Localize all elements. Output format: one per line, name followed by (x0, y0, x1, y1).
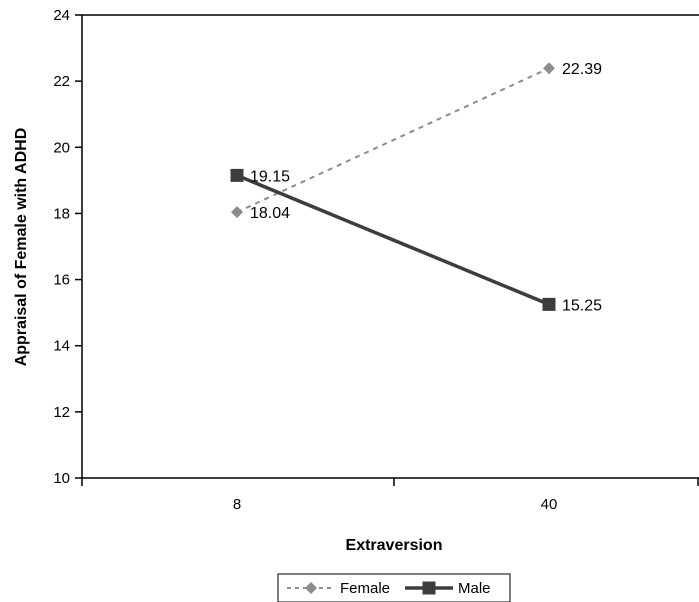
data-label: 18.04 (250, 205, 290, 222)
x-tick-label: 40 (541, 496, 558, 513)
series-female: 18.04 22.39 (231, 61, 602, 222)
y-tick-label: 16 (53, 272, 70, 289)
y-tick-label: 20 (53, 139, 70, 156)
x-axis: 8 40 (82, 478, 699, 513)
legend-label: Female (340, 580, 390, 597)
legend: Female Male (278, 574, 510, 602)
legend-label: Male (458, 580, 491, 597)
data-label: 15.25 (562, 297, 602, 314)
y-tick-label: 22 (53, 73, 70, 90)
y-tick-label: 24 (53, 7, 70, 24)
data-point (543, 298, 556, 311)
x-axis-title: Extraversion (346, 537, 443, 554)
y-tick-label: 12 (53, 404, 70, 421)
y-tick-label: 10 (53, 470, 70, 487)
data-point (231, 169, 244, 182)
series-line (237, 175, 549, 304)
data-point (543, 62, 555, 74)
data-label: 19.15 (250, 168, 290, 185)
y-tick-label: 14 (53, 338, 70, 355)
series-line (237, 68, 549, 212)
data-label: 22.39 (562, 61, 602, 78)
series-layer: 18.04 22.39 19.15 15.25 (231, 61, 603, 314)
y-axis-title: Appraisal of Female with ADHD (13, 128, 30, 367)
data-point (231, 206, 243, 218)
legend-swatch-marker (423, 582, 436, 595)
x-tick-label: 8 (233, 496, 241, 513)
y-tick-label: 18 (53, 205, 70, 222)
y-axis: 10 12 14 16 18 20 22 24 (53, 7, 699, 487)
